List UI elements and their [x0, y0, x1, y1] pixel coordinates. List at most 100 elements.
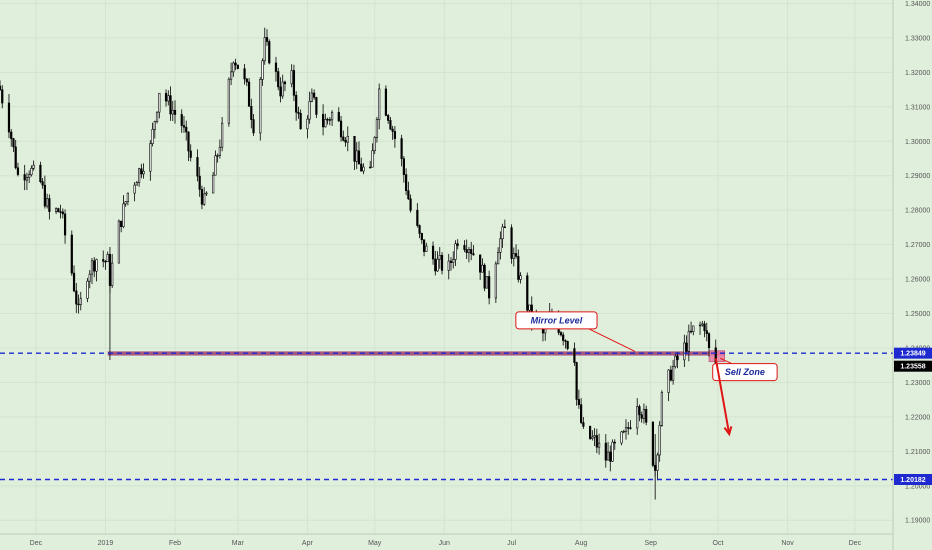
candle-body [609, 451, 612, 462]
candle-body [440, 254, 444, 271]
candle-body [651, 421, 655, 466]
current-price-label: 1.23558 [900, 364, 925, 371]
candle-body [214, 155, 217, 176]
y-tick-label: 1.26000 [905, 277, 930, 284]
candle-body [360, 163, 363, 172]
candle-body [169, 95, 172, 115]
x-tick-label: Nov [781, 540, 794, 547]
candle-body [72, 272, 76, 292]
candle-body [155, 111, 159, 122]
candle-body [93, 260, 96, 272]
candle-body [689, 330, 693, 333]
level-price-label: 1.23849 [900, 351, 925, 358]
candle-body [409, 198, 412, 211]
candle-body [595, 435, 598, 448]
candle-body [622, 430, 625, 433]
candle-body [463, 245, 466, 250]
candle-body [465, 249, 468, 253]
candle-body [629, 427, 632, 429]
candle-body [391, 128, 394, 132]
y-tick-label: 1.33000 [905, 35, 930, 42]
candle-body [485, 276, 488, 289]
candle-body [250, 106, 253, 120]
candle-body [355, 150, 358, 162]
x-tick-label: Jun [439, 540, 450, 547]
candle-body [501, 226, 504, 240]
candle-body [613, 441, 616, 444]
candle-body [279, 86, 282, 97]
candle-body [326, 118, 329, 121]
candle-body [306, 118, 309, 130]
candle-body [140, 168, 143, 175]
candle-body [369, 166, 372, 169]
candle-body [402, 158, 405, 175]
candle-body [164, 92, 168, 102]
candle-body [707, 333, 711, 349]
candle-body [205, 192, 208, 195]
candle-body [7, 102, 11, 133]
candle-body [171, 109, 174, 115]
candle-body [77, 303, 80, 306]
candle-body [324, 118, 327, 128]
candle-body [321, 114, 325, 128]
candle-body [86, 280, 89, 299]
level-price-tag [894, 473, 932, 485]
candle-body [32, 164, 35, 169]
candle-body [418, 225, 421, 234]
candle-body [674, 355, 677, 367]
candle-body [95, 259, 98, 272]
candle-body [346, 135, 349, 143]
x-tick-label: Sep [644, 540, 657, 547]
candle-body [339, 120, 343, 138]
candle-body [591, 436, 594, 439]
candle-body [61, 211, 64, 215]
candle-body [243, 68, 246, 80]
callout-box [515, 311, 598, 330]
candle-body [692, 325, 695, 332]
candle-body [425, 245, 428, 252]
candle-body [517, 256, 520, 280]
candle-body [299, 113, 302, 130]
candle-body [28, 174, 31, 178]
candle-body [660, 392, 663, 426]
candle-body [200, 189, 204, 205]
candle-body [685, 342, 688, 352]
candle-body [519, 275, 522, 280]
candle-body [198, 175, 201, 190]
candle-body [353, 135, 356, 162]
candle-body [259, 79, 262, 134]
candle-body [456, 243, 459, 246]
candle-body [16, 167, 20, 175]
candle-body [135, 182, 138, 186]
candle-body [611, 441, 614, 462]
candle-body [102, 259, 105, 262]
y-tick-label: 1.23000 [905, 380, 930, 387]
y-tick-label: 1.34000 [905, 1, 930, 8]
candle-body [438, 254, 441, 260]
candle-body [499, 238, 502, 253]
candle-body [597, 442, 601, 448]
candle-body [378, 88, 381, 120]
candle-body [497, 252, 500, 265]
candle-body [337, 112, 340, 122]
candle-body [90, 260, 94, 275]
candle-body [514, 253, 518, 257]
candle-body [384, 88, 388, 116]
candle-body [151, 129, 154, 144]
candle-body [122, 203, 125, 227]
candle-body [274, 62, 278, 72]
candle-body [606, 451, 610, 461]
candle-body [436, 258, 439, 272]
x-tick-label: Dec [30, 540, 43, 547]
candle-body [328, 119, 331, 121]
candle-body [447, 260, 450, 271]
candle-body [10, 131, 13, 139]
candle-body [452, 259, 455, 263]
y-tick-label: 1.22000 [905, 414, 930, 421]
candle-body [290, 70, 293, 85]
candle-body [263, 37, 266, 62]
y-tick-label: 1.20000 [905, 483, 930, 490]
candle-body [104, 260, 107, 263]
